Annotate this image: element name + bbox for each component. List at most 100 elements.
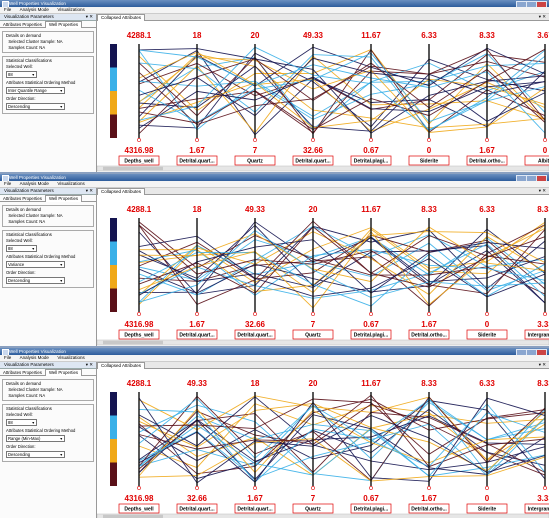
attribute-name-box[interactable]	[234, 155, 276, 166]
axis-handle-icon[interactable]	[195, 312, 199, 316]
menu-visualizations[interactable]: Visualizations	[57, 7, 85, 12]
menu-file[interactable]: File	[4, 181, 12, 186]
class-legend-swatch[interactable]	[110, 44, 117, 68]
axis-handle-icon[interactable]	[253, 486, 257, 490]
attribute-name-box[interactable]	[408, 155, 450, 166]
attribute-name-box[interactable]	[466, 503, 508, 514]
axis-handle-icon[interactable]	[485, 486, 489, 490]
axis-handle-icon[interactable]	[137, 138, 141, 142]
axis-handle-icon[interactable]	[485, 312, 489, 316]
horizontal-scrollbar[interactable]	[97, 339, 549, 346]
attribute-name-box[interactable]	[466, 155, 508, 166]
scrollbar-thumb[interactable]	[103, 166, 163, 171]
tab-well-properties[interactable]: Well Properties	[44, 195, 82, 202]
class-legend-swatch[interactable]	[110, 415, 117, 440]
tab-attributes-properties[interactable]: Attributes Properties	[3, 196, 42, 201]
selected-well-select[interactable]: 88 ▼	[6, 245, 37, 252]
scrollbar-thumb[interactable]	[103, 514, 163, 518]
parallel-coordinates-plot[interactable]: 4288.1 4316.98 Depths_well 18 1.67 Detrital.q…	[97, 194, 549, 346]
tab-collapsed-attributes[interactable]: Collapsed Attributes	[97, 188, 146, 195]
ordering-method-select[interactable]: Variance ▼	[6, 261, 65, 268]
close-icon[interactable]: ▾ ✕	[538, 14, 546, 19]
attribute-name-box[interactable]	[176, 329, 218, 340]
axis-handle-icon[interactable]	[427, 486, 431, 490]
order-direction-select[interactable]: Descending ▼	[6, 451, 65, 458]
attribute-name-box[interactable]	[234, 329, 276, 340]
axis-handle-icon[interactable]	[195, 138, 199, 142]
axis-handle-icon[interactable]	[253, 312, 257, 316]
attribute-name-box[interactable]	[408, 503, 450, 514]
ordering-method-select[interactable]: Inter Quantile Range ▼	[6, 87, 65, 94]
axis-handle-icon[interactable]	[485, 138, 489, 142]
axis-handle-icon[interactable]	[311, 312, 315, 316]
tab-well-properties[interactable]: Well Properties	[44, 21, 82, 28]
axis-handle-icon[interactable]	[311, 486, 315, 490]
class-legend-swatch[interactable]	[110, 218, 117, 242]
axis-handle-icon[interactable]	[543, 312, 547, 316]
tab-well-properties[interactable]: Well Properties	[44, 369, 82, 376]
attribute-name-box[interactable]	[118, 503, 160, 514]
menu-file[interactable]: File	[4, 7, 12, 12]
order-direction-select[interactable]: Descending ▼	[6, 277, 65, 284]
tab-collapsed-attributes[interactable]: Collapsed Attributes	[97, 362, 146, 369]
menu-analysis-mode[interactable]: Analysis Mode	[19, 7, 49, 12]
pin-close-icon[interactable]: ▾ ✕	[85, 14, 93, 19]
axis-handle-icon[interactable]	[311, 138, 315, 142]
axis-handle-icon[interactable]	[369, 312, 373, 316]
menu-file[interactable]: File	[4, 355, 12, 360]
tab-collapsed-attributes[interactable]: Collapsed Attributes	[97, 14, 146, 21]
attribute-name-box[interactable]	[176, 503, 218, 514]
parallel-coordinates-plot[interactable]: 4288.1 4316.98 Depths_well 18 1.67 Detrital.q…	[97, 20, 549, 172]
class-legend-swatch[interactable]	[110, 439, 117, 463]
axis-handle-icon[interactable]	[543, 486, 547, 490]
menu-visualizations[interactable]: Visualizations	[57, 181, 85, 186]
scrollbar-thumb[interactable]	[103, 340, 163, 345]
attribute-name-box[interactable]	[350, 329, 392, 340]
attribute-name-box[interactable]	[292, 503, 334, 514]
attribute-name-box[interactable]	[524, 329, 549, 340]
attribute-name-box[interactable]	[176, 155, 218, 166]
class-legend-swatch[interactable]	[110, 67, 117, 92]
attribute-name-box[interactable]	[466, 329, 508, 340]
attribute-name-box[interactable]	[524, 503, 549, 514]
attribute-name-box[interactable]	[118, 155, 160, 166]
menu-visualizations[interactable]: Visualizations	[57, 355, 85, 360]
tab-attributes-properties[interactable]: Attributes Properties	[3, 370, 42, 375]
tab-attributes-properties[interactable]: Attributes Properties	[3, 22, 42, 27]
class-legend-swatch[interactable]	[110, 241, 117, 266]
order-direction-select[interactable]: Descending ▼	[6, 103, 65, 110]
menu-analysis-mode[interactable]: Analysis Mode	[19, 181, 49, 186]
menu-analysis-mode[interactable]: Analysis Mode	[19, 355, 49, 360]
attribute-name-box[interactable]	[350, 503, 392, 514]
parallel-coordinates-plot[interactable]: 4288.1 4316.98 Depths_well 49.33 32.66 Detrit…	[97, 368, 549, 518]
selected-well-select[interactable]: 88 ▼	[6, 71, 37, 78]
attribute-name-box[interactable]	[292, 329, 334, 340]
class-legend-swatch[interactable]	[110, 114, 117, 139]
axis-handle-icon[interactable]	[369, 486, 373, 490]
class-legend-swatch[interactable]	[110, 392, 117, 416]
axis-handle-icon[interactable]	[369, 138, 373, 142]
axis-handle-icon[interactable]	[253, 138, 257, 142]
attribute-name-box[interactable]	[118, 329, 160, 340]
selected-well-select[interactable]: 88 ▼	[6, 419, 37, 426]
horizontal-scrollbar[interactable]	[97, 513, 549, 518]
class-legend-swatch[interactable]	[110, 265, 117, 289]
horizontal-scrollbar[interactable]	[97, 165, 549, 172]
attribute-name-box[interactable]	[524, 155, 549, 166]
class-legend-swatch[interactable]	[110, 91, 117, 115]
axis-handle-icon[interactable]	[137, 486, 141, 490]
axis-handle-icon[interactable]	[427, 138, 431, 142]
axis-handle-icon[interactable]	[137, 312, 141, 316]
class-legend-swatch[interactable]	[110, 462, 117, 487]
ordering-method-select[interactable]: Range (Min-Max) ▼	[6, 435, 65, 442]
attribute-name-box[interactable]	[350, 155, 392, 166]
attribute-name-box[interactable]	[292, 155, 334, 166]
attribute-name-box[interactable]	[408, 329, 450, 340]
class-legend-swatch[interactable]	[110, 288, 117, 313]
pin-close-icon[interactable]: ▾ ✕	[85, 188, 93, 193]
pin-close-icon[interactable]: ▾ ✕	[85, 362, 93, 367]
axis-handle-icon[interactable]	[195, 486, 199, 490]
close-icon[interactable]: ▾ ✕	[538, 362, 546, 367]
axis-handle-icon[interactable]	[543, 138, 547, 142]
close-icon[interactable]: ▾ ✕	[538, 188, 546, 193]
